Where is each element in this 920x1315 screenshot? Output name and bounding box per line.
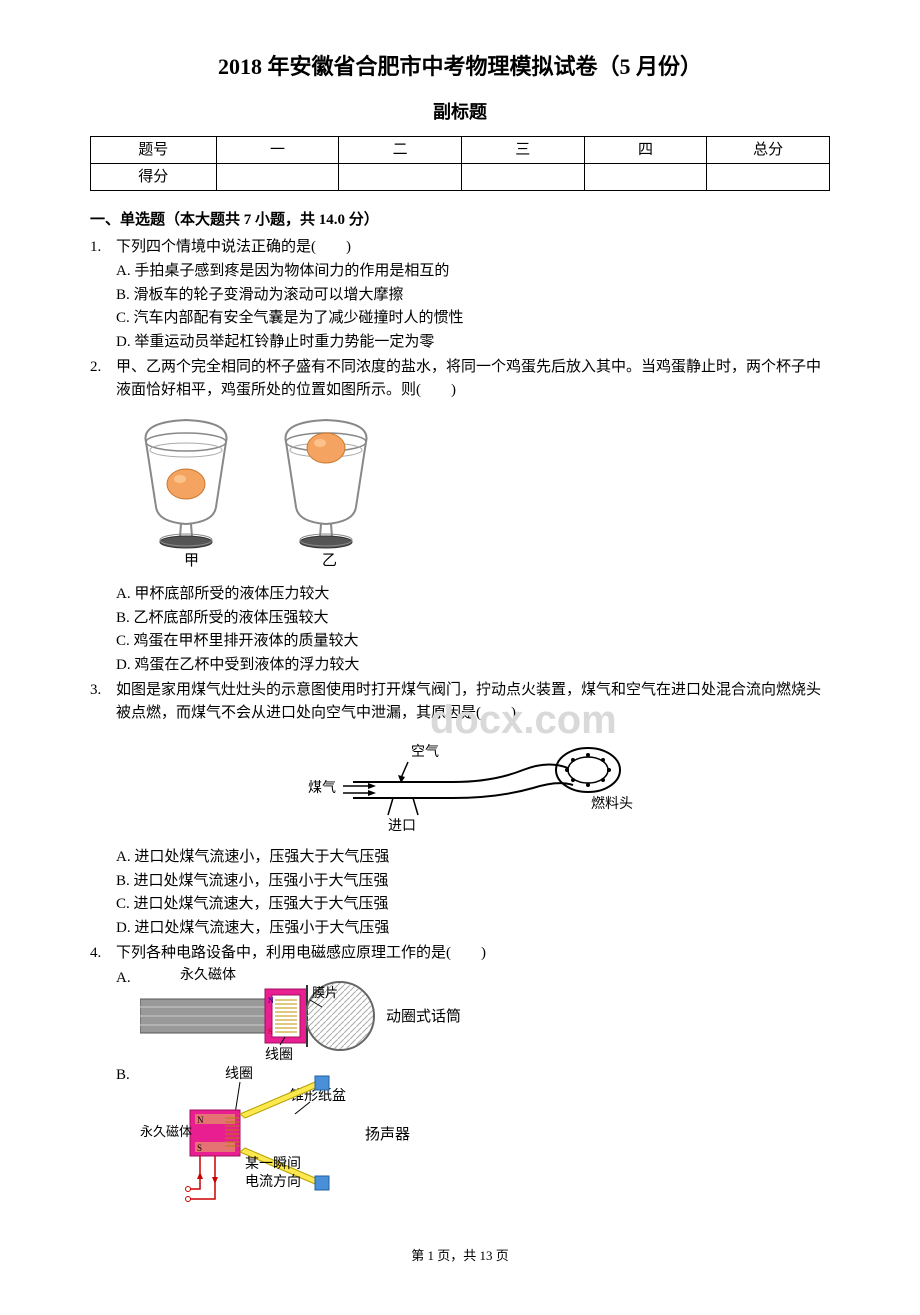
question-number: 4. <box>90 942 116 1216</box>
option-a: A. 永久磁体 <box>116 967 830 1062</box>
label-yi: 乙 <box>322 553 337 569</box>
option-a: A. 手拍桌子感到疼是因为物体间力的作用是相互的 <box>116 260 830 283</box>
table-cell: 总分 <box>707 137 830 164</box>
table-cell: 得分 <box>91 164 217 191</box>
table-cell: 题号 <box>91 137 217 164</box>
table-cell: 一 <box>216 137 339 164</box>
svg-text:S: S <box>197 1143 202 1153</box>
options: A. 手拍桌子感到疼是因为物体间力的作用是相互的 B. 滑板车的轮子变滑动为滚动… <box>116 260 830 353</box>
options: A. 进口处煤气流速小，压强大于大气压强 B. 进口处煤气流速小，压强小于大气压… <box>116 846 830 939</box>
table-cell <box>339 164 462 191</box>
option-label: B. <box>116 1064 140 1087</box>
option-c: C. 进口处煤气流速大，压强大于大气压强 <box>116 893 830 916</box>
option-d: D. 举重运动员举起杠铃静止时重力势能一定为零 <box>116 331 830 354</box>
table-cell <box>461 164 584 191</box>
option-c: C. 汽车内部配有安全气囊是为了减少碰撞时人的惯性 <box>116 307 830 330</box>
q2-figure: 甲 乙 <box>116 407 830 577</box>
table-cell <box>707 164 830 191</box>
option-d: D. 进口处煤气流速大，压强小于大气压强 <box>116 917 830 940</box>
label-magnet: 永久磁体 <box>140 1124 192 1139</box>
question-2: 2. 甲、乙两个完全相同的杯子盛有不同浓度的盐水，将同一个鸡蛋先后放入其中。当鸡… <box>90 356 830 677</box>
table-row: 题号 一 二 三 四 总分 <box>91 137 830 164</box>
table-cell <box>584 164 707 191</box>
page-title: 2018 年安徽省合肥市中考物理模拟试卷（5 月份） <box>90 50 830 83</box>
label-magnet: 永久磁体 <box>180 967 236 983</box>
option-b: B. 滑板车的轮子变滑动为滚动可以增大摩擦 <box>116 284 830 307</box>
label-jia: 甲 <box>184 553 199 569</box>
option-text: 动圈式话筒 <box>386 1008 461 1025</box>
question-stem: 甲、乙两个完全相同的杯子盛有不同浓度的盐水，将同一个鸡蛋先后放入其中。当鸡蛋静止… <box>116 356 830 401</box>
section-heading: 一、单选题（本大题共 7 小题，共 14.0 分） <box>90 209 830 232</box>
label-membrane: 膜片 <box>312 985 338 1000</box>
question-stem: 下列各种电路设备中，利用电磁感应原理工作的是( ) <box>116 942 830 965</box>
option-a: A. 甲杯底部所受的液体压力较大 <box>116 583 830 606</box>
option-content: 线圈 锥形纸盆 N S <box>140 1064 830 1214</box>
question-3: 3. 如图是家用煤气灶灶头的示意图使用时打开煤气阀门，拧动点火装置，煤气和空气在… <box>90 679 830 940</box>
table-cell: 三 <box>461 137 584 164</box>
svg-text:S: S <box>268 1027 272 1036</box>
question-body: 下列四个情境中说法正确的是( ) A. 手拍桌子感到疼是因为物体间力的作用是相互… <box>116 236 830 355</box>
question-stem: 下列四个情境中说法正确的是( ) <box>116 236 830 259</box>
option-b: B. 进口处煤气流速小，压强小于大气压强 <box>116 870 830 893</box>
question-number: 2. <box>90 356 116 677</box>
label-burner: 燃料头 <box>591 795 633 812</box>
option-b: B. 乙杯底部所受的液体压强较大 <box>116 607 830 630</box>
question-stem: 如图是家用煤气灶灶头的示意图使用时打开煤气阀门，拧动点火装置，煤气和空气在进口处… <box>116 679 830 724</box>
burner-diagram: 空气 煤气 进口 燃料头 <box>293 730 653 840</box>
q3-figure: 空气 煤气 进口 燃料头 <box>116 730 830 840</box>
option-d: D. 鸡蛋在乙杯中受到液体的浮力较大 <box>116 654 830 677</box>
question-1: 1. 下列四个情境中说法正确的是( ) A. 手拍桌子感到疼是因为物体间力的作用… <box>90 236 830 355</box>
question-body: 下列各种电路设备中，利用电磁感应原理工作的是( ) A. 永久磁体 <box>116 942 830 1216</box>
label-gas: 煤气 <box>308 780 336 796</box>
table-cell: 二 <box>339 137 462 164</box>
option-text: 扬声器 <box>365 1125 410 1143</box>
question-body: 如图是家用煤气灶灶头的示意图使用时打开煤气阀门，拧动点火装置，煤气和空气在进口处… <box>116 679 830 940</box>
score-table: 题号 一 二 三 四 总分 得分 <box>90 136 830 191</box>
option-a: A. 进口处煤气流速小，压强大于大气压强 <box>116 846 830 869</box>
option-content: 永久磁体 <box>140 967 830 1062</box>
option-c: C. 鸡蛋在甲杯里排开液体的质量较大 <box>116 630 830 653</box>
question-4: 4. 下列各种电路设备中，利用电磁感应原理工作的是( ) A. 永久磁体 <box>90 942 830 1216</box>
label-current-2: 电流方向 <box>245 1174 301 1190</box>
question-body: 甲、乙两个完全相同的杯子盛有不同浓度的盐水，将同一个鸡蛋先后放入其中。当鸡蛋静止… <box>116 356 830 677</box>
table-cell: 四 <box>584 137 707 164</box>
option-label: A. <box>116 967 140 990</box>
svg-text:N: N <box>268 996 274 1005</box>
label-air: 空气 <box>411 744 439 760</box>
page-container: docx.com 2018 年安徽省合肥市中考物理模拟试卷（5 月份） 副标题 … <box>90 50 830 1265</box>
option-b: B. 线圈 锥形纸盆 N S <box>116 1064 830 1214</box>
svg-text:N: N <box>197 1115 204 1125</box>
label-coil: 线圈 <box>265 1047 293 1062</box>
page-subtitle: 副标题 <box>90 99 830 126</box>
table-cell <box>216 164 339 191</box>
options: A. 甲杯底部所受的液体压力较大 B. 乙杯底部所受的液体压强较大 C. 鸡蛋在… <box>116 583 830 676</box>
question-number: 3. <box>90 679 116 940</box>
question-number: 1. <box>90 236 116 355</box>
cups-diagram: 甲 乙 <box>116 407 396 577</box>
label-inlet: 进口 <box>388 818 416 834</box>
table-row: 得分 <box>91 164 830 191</box>
page-footer: 第 1 页，共 13 页 <box>90 1246 830 1266</box>
speaker-diagram: 线圈 锥形纸盆 N S <box>140 1064 500 1214</box>
microphone-diagram: 永久磁体 <box>140 967 480 1062</box>
label-current-1: 某一瞬间 <box>245 1156 301 1172</box>
label-coil: 线圈 <box>225 1066 253 1082</box>
